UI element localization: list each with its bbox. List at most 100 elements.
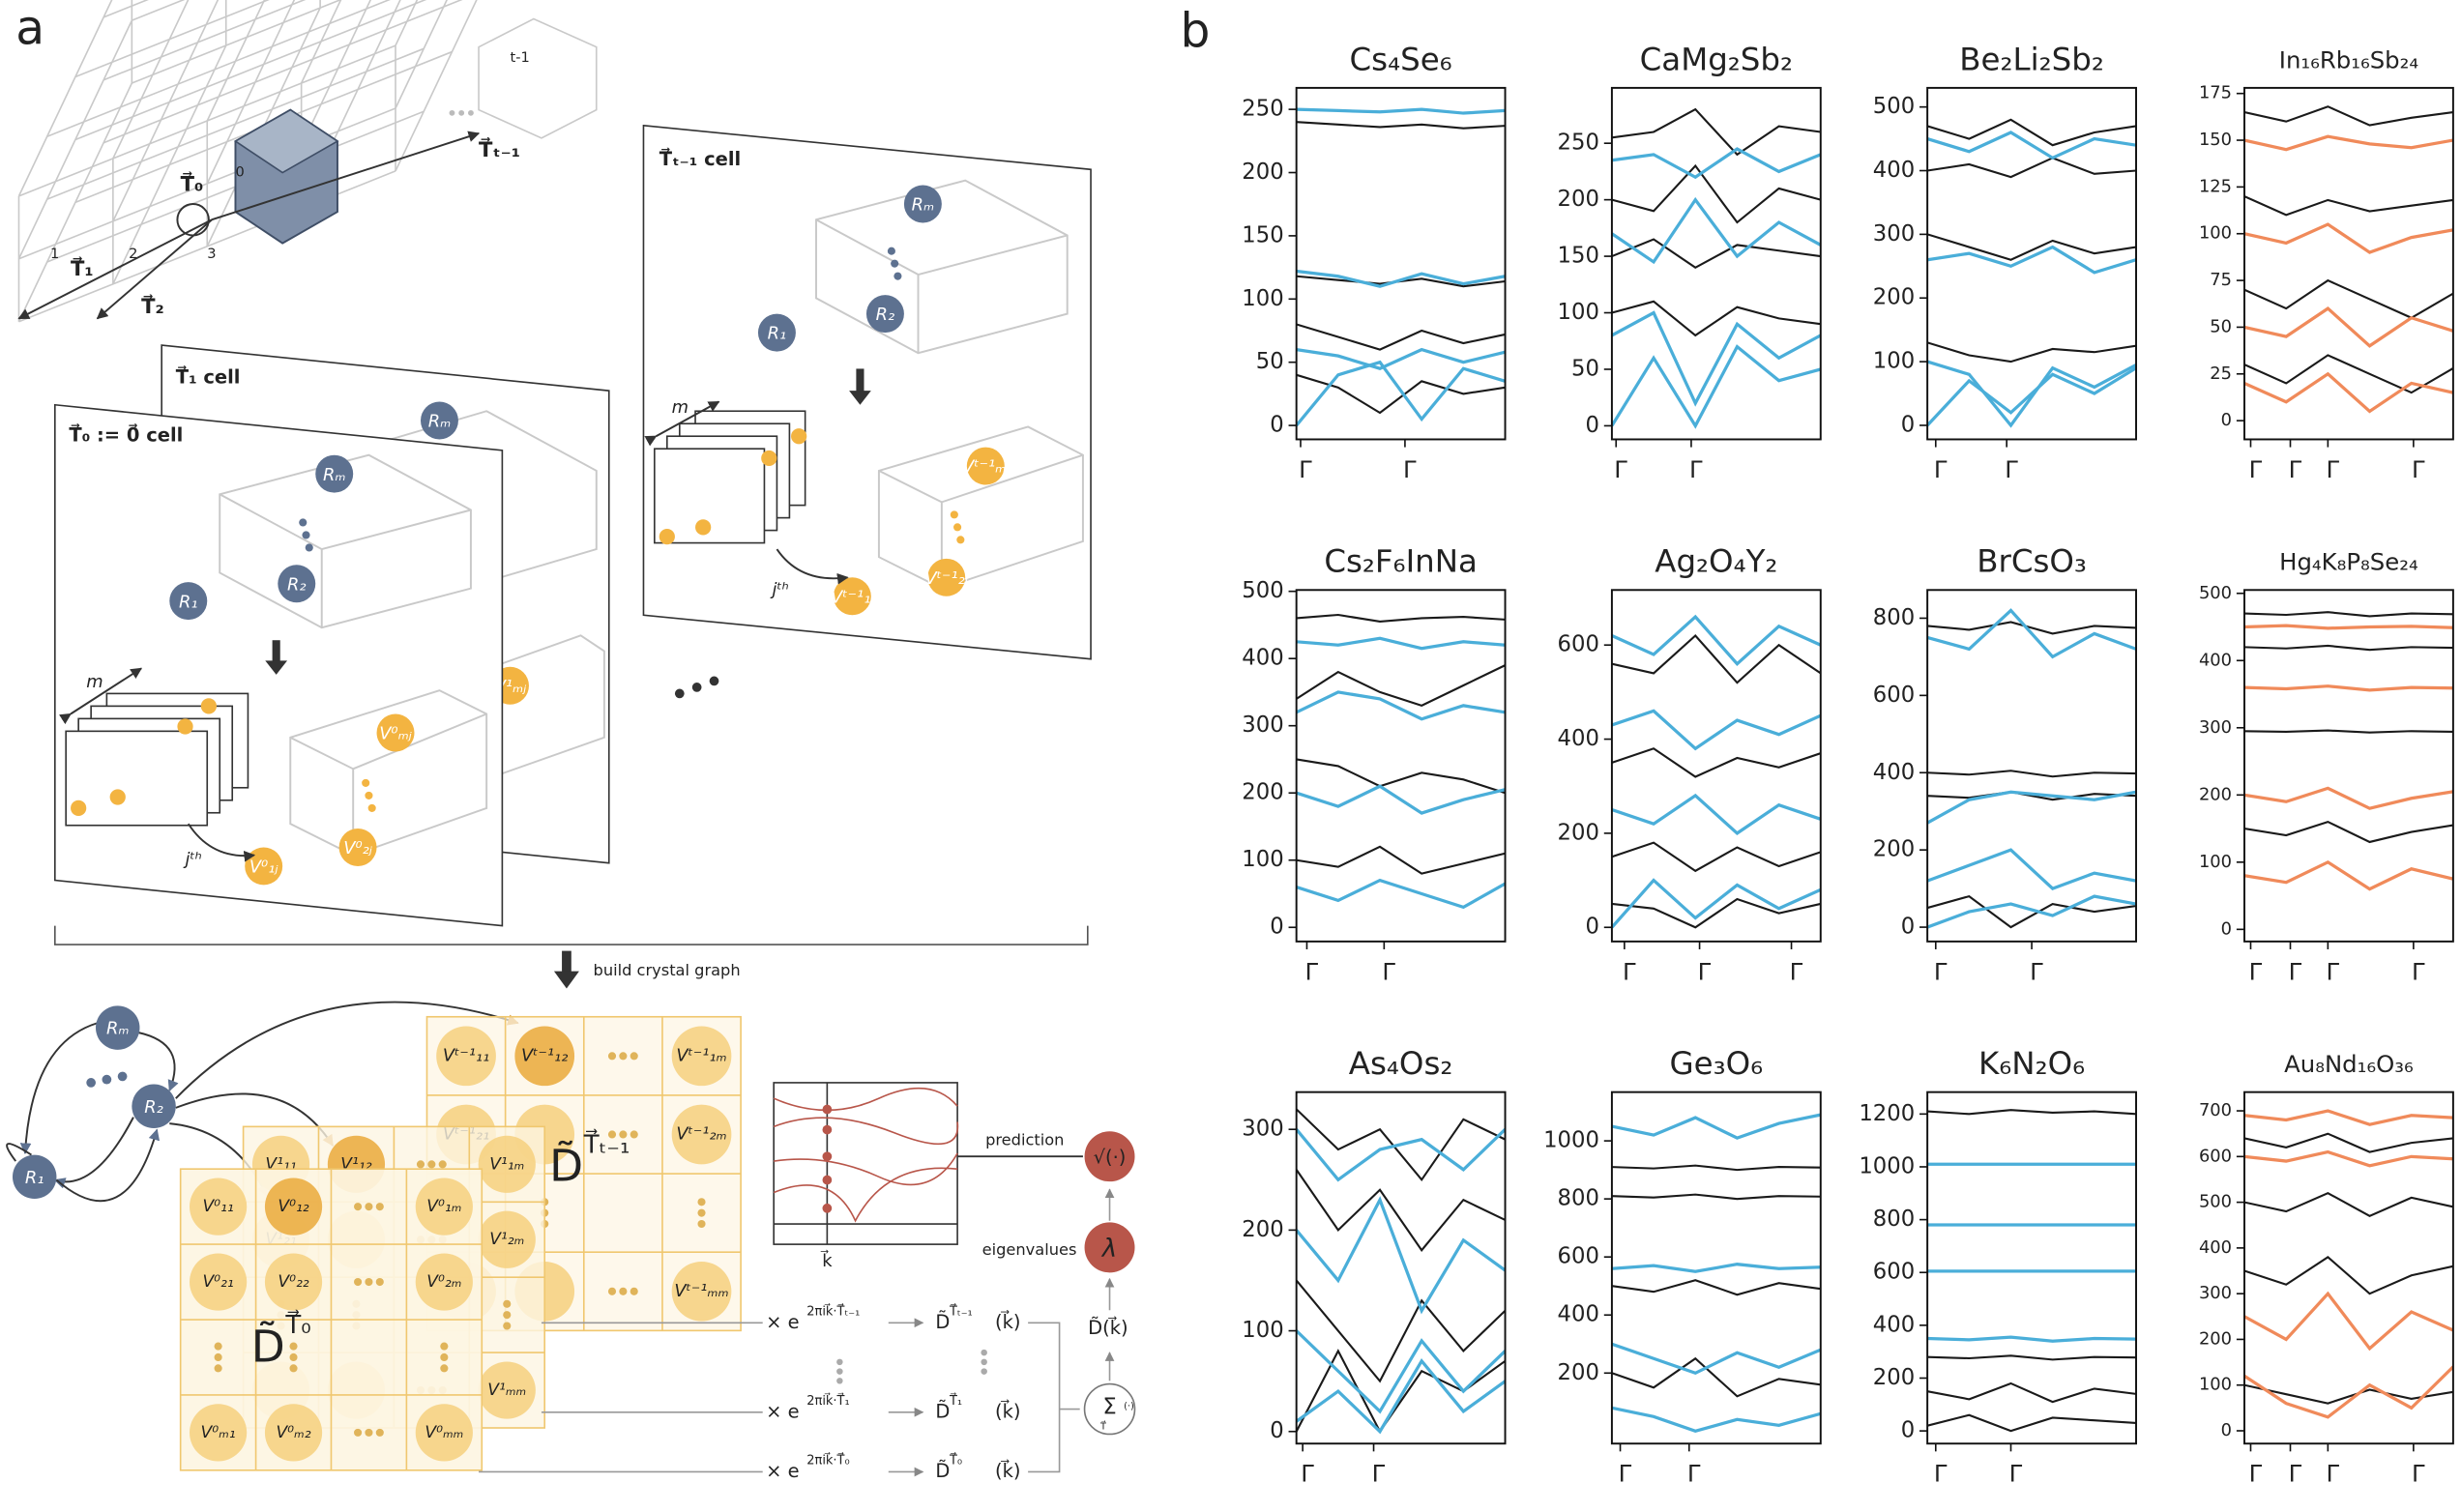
band	[2244, 1365, 2453, 1419]
dimension-arrow	[59, 667, 143, 725]
x-tick-label: Γ	[2249, 957, 2263, 985]
axes-frame	[1926, 1090, 2137, 1445]
matrix-entry	[264, 1253, 323, 1311]
cube	[815, 179, 1069, 355]
dot	[440, 1342, 449, 1351]
matrix-entry	[415, 1404, 473, 1462]
node-label: Rₘ	[106, 1019, 130, 1039]
x-tick-label: Γ	[2249, 1460, 2263, 1488]
y-tick-label: 100	[1242, 1318, 1283, 1343]
cell-number: 0	[235, 164, 244, 181]
band	[2244, 134, 2453, 152]
band	[1927, 360, 2137, 428]
band	[2244, 195, 2453, 217]
panel-label: a	[15, 1, 44, 55]
y-tick-label: 100	[1242, 847, 1283, 872]
vector-label: T⃗₀	[181, 172, 204, 196]
y-tick-label: 200	[2199, 784, 2232, 804]
entry-label: V⁰ₘ₂	[276, 1423, 310, 1442]
atom-label: R₂	[876, 305, 895, 325]
band	[1611, 196, 1821, 265]
phase-out-sup: T⃗ₜ₋₁	[949, 1303, 973, 1319]
embedding-label: V⁰ₘⱼ	[379, 724, 412, 744]
y-tick-label: 500	[1242, 578, 1283, 603]
entry-label: V⁰₂₂	[278, 1272, 308, 1292]
band	[1611, 793, 1821, 835]
grid-line	[74, 0, 270, 78]
y-tick-label: 800	[1873, 605, 1915, 630]
chart-title: In₁₆Rb₁₆Sb₂₄	[2279, 45, 2418, 73]
band	[1296, 664, 1506, 707]
dot	[440, 1352, 449, 1362]
phase-exp: 2πik⃗·T⃗₀	[806, 1452, 849, 1468]
y-tick-label: 300	[2199, 1283, 2232, 1303]
y-tick-label: 50	[2210, 316, 2232, 336]
dot	[416, 1160, 425, 1169]
atom	[757, 313, 796, 352]
x-tick-label: Γ	[2030, 957, 2043, 985]
embedding	[833, 577, 871, 616]
y-tick-label: 500	[2199, 1192, 2232, 1212]
x-tick-label: Γ	[2249, 455, 2263, 483]
y-tick-label: 500	[2199, 583, 2232, 603]
axes-frame	[1610, 1090, 1822, 1445]
band	[1611, 300, 1821, 337]
embedding-label: V⁰₁ⱼ	[249, 858, 278, 878]
y-tick-label: 25	[2210, 363, 2232, 384]
axes-frame	[1926, 589, 2137, 943]
phase-arg: (k⃗)	[995, 1459, 1020, 1482]
band	[2244, 729, 2453, 734]
band	[1927, 894, 2137, 929]
arrow	[776, 548, 849, 585]
matrix-label: D̃	[549, 1139, 583, 1191]
cell-number: t-1	[511, 49, 530, 66]
band	[1611, 633, 1821, 684]
matrix-label: D̃	[251, 1320, 285, 1372]
matrices: Vᵗ⁻¹₁₁Vᵗ⁻¹₁₂Vᵗ⁻¹₁ₘVᵗ⁻¹₂₁Vᵗ⁻¹₂ₘVᵗ⁻¹ₘₘD̃T⃗…	[179, 1015, 742, 1471]
band	[2244, 684, 2453, 692]
sum-index: T⃗	[1099, 1420, 1106, 1433]
chart-title: BrCsO₃	[1977, 543, 2087, 580]
band	[2244, 105, 2453, 127]
band	[1611, 1356, 1821, 1398]
phase-pre: × e	[766, 1311, 799, 1333]
bracket	[54, 925, 1089, 945]
embedding-label: Vᵗ⁻¹₂ⱼ	[925, 568, 968, 589]
band	[1296, 758, 1506, 795]
slice-label: jᵗʰ	[183, 849, 202, 869]
x-tick-label: Γ	[2326, 455, 2339, 483]
band	[1927, 894, 2137, 929]
dot	[354, 1277, 363, 1287]
panel-label: b	[1181, 5, 1211, 59]
band-sketch	[773, 1082, 959, 1245]
phase-labels: × e 2πik⃗·T⃗ₜ₋₁ D̃ T⃗ₜ₋₁ (k⃗)× e 2πik⃗·T⃗₁ D̃ T…	[762, 1303, 1021, 1487]
dot	[468, 109, 474, 116]
band	[1927, 791, 2137, 801]
band	[1296, 1128, 1506, 1182]
dot	[503, 1322, 512, 1330]
entry-label: Vᵗ⁻¹₁₁	[443, 1045, 489, 1065]
phase-rows	[479, 1131, 1136, 1477]
matrix-entry	[190, 1178, 248, 1236]
matrix-entry	[478, 1210, 536, 1268]
chart-title: CaMg₂Sb₂	[1640, 41, 1793, 77]
y-tick-label: 125	[2199, 176, 2232, 196]
node-label: R₁	[25, 1168, 44, 1188]
lattice-vector	[211, 131, 481, 221]
atom-label: Rₘ	[428, 412, 452, 432]
x-tick-label: Γ	[2412, 957, 2425, 985]
axes-frame	[1610, 589, 1822, 943]
phase-out: D̃	[935, 1460, 950, 1482]
y-tick-label: 150	[2199, 130, 2232, 150]
x-tick-label: Γ	[1698, 957, 1712, 985]
sheet-label: T⃗₁ cell	[176, 365, 241, 389]
y-tick-label: 1200	[1859, 1101, 1915, 1126]
x-tick-label: Γ	[1934, 455, 1948, 483]
phase-pre: × e	[766, 1460, 799, 1482]
y-tick-label: 400	[1558, 1302, 1599, 1327]
chart-title: Hg₄K₈P₈Se₂₄	[2279, 548, 2418, 576]
dot	[630, 1287, 638, 1295]
y-tick-label: 400	[1873, 158, 1915, 183]
vector-label: T⃗₂	[141, 294, 164, 318]
